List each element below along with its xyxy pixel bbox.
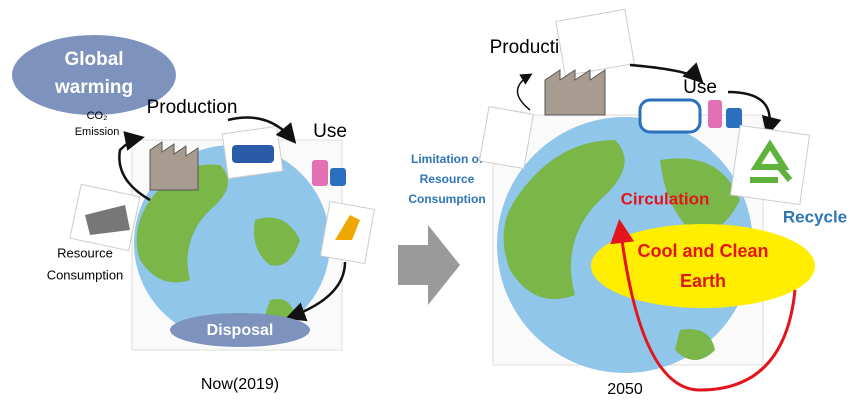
label: Production [490,37,581,58]
car [638,98,702,134]
caption: Now(2019) [201,376,279,393]
circulation-arrow [610,219,797,392]
label: Consumption [408,192,485,206]
label: Emission [75,126,120,138]
big-arrow [398,225,460,305]
card [478,106,534,170]
bubble-text: Global [64,49,123,70]
right-panel: Production Use Recycle Circulation Cool … [478,8,847,398]
car [232,145,274,163]
label: Recycle [783,207,847,226]
label: Resource [420,172,475,186]
recycle-icon [750,139,793,183]
label: Consumption [47,267,124,282]
bottle [330,168,346,186]
card [555,8,635,77]
land [660,158,740,360]
label: Limitation of [411,152,484,166]
label: Use [683,77,717,98]
arrow [727,90,782,137]
bubble [12,35,176,115]
land [254,217,300,323]
machine [85,205,130,235]
disposal-ellipse [170,313,310,347]
arrow [285,261,347,322]
machine [335,215,360,240]
label: Resource [57,245,113,260]
arrow [227,116,297,144]
label: Cool and Clean [637,241,768,261]
bottle [708,100,722,128]
arrow [516,73,533,111]
earth-ellipse [591,224,815,308]
bottle [312,160,328,186]
arrow [629,62,704,84]
label: Earth [680,271,726,291]
arrow [118,131,151,202]
caption: 2050 [607,381,643,398]
label: Circulation [621,189,710,208]
label: Production [147,97,238,118]
bubble-text: warming [54,77,133,98]
bottle [726,108,742,128]
label: Use [313,121,347,142]
factory [544,69,606,116]
land [136,164,228,283]
label: Disposal [207,322,274,339]
label: CO₂ [87,110,108,122]
middle: Limitation of Resource Consumption [398,152,486,305]
factory [149,141,199,191]
left-panel: Global warming CO₂ Emission Production U… [12,35,375,393]
land [503,140,625,300]
